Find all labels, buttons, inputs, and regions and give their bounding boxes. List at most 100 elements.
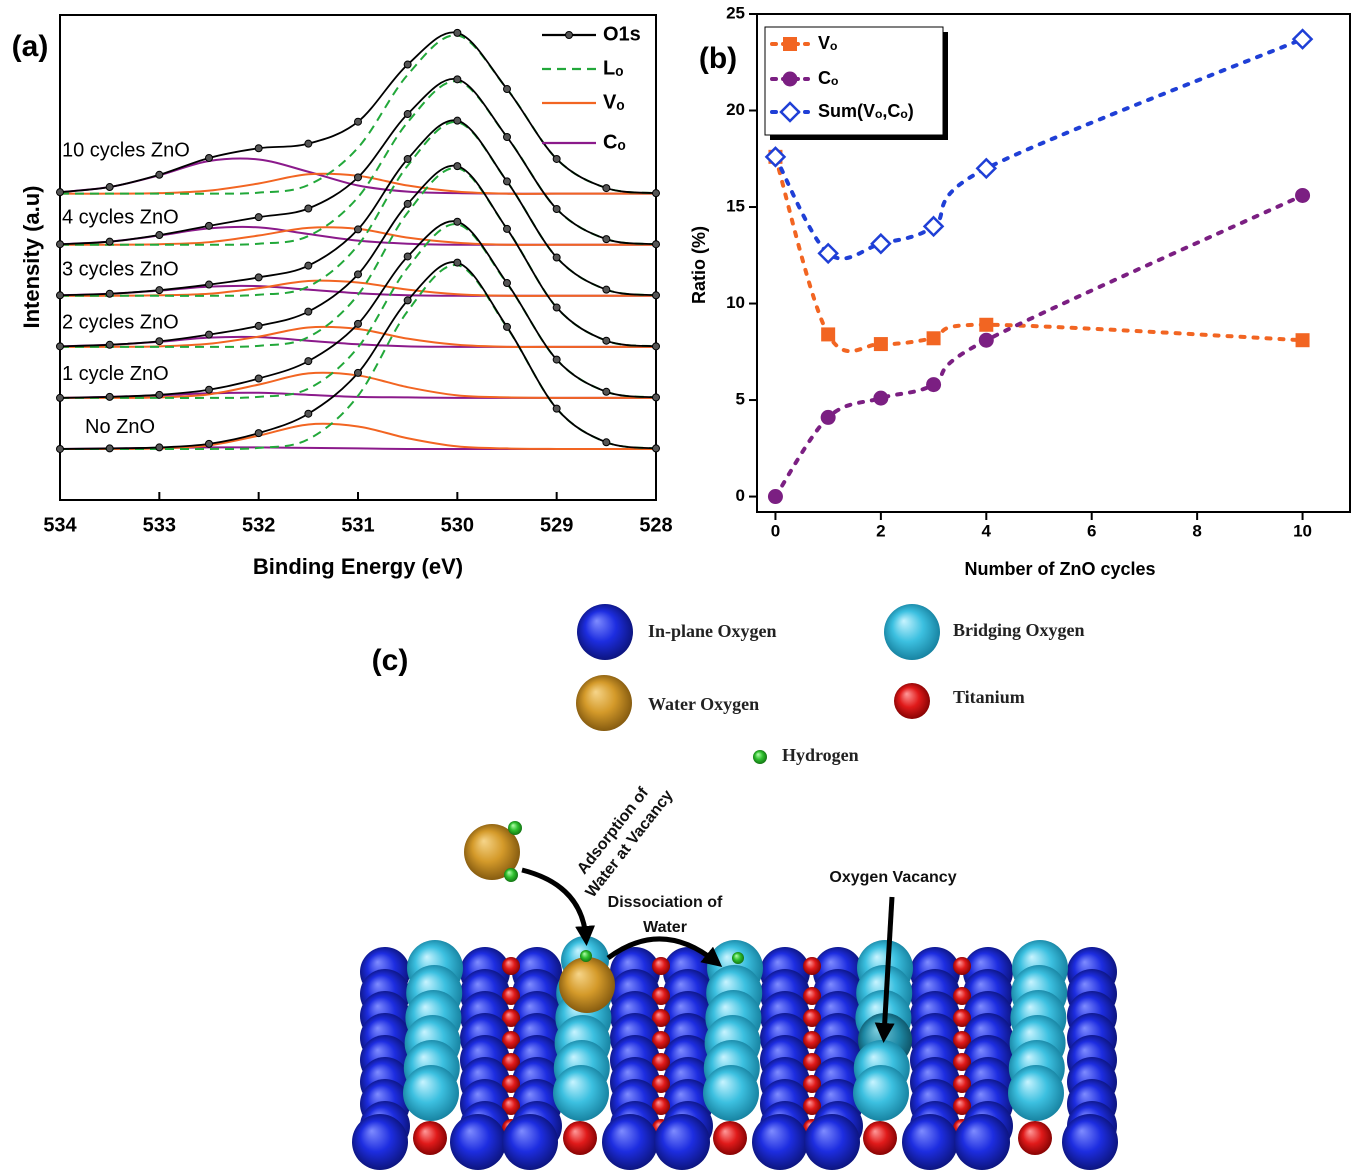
marker <box>105 183 114 192</box>
marker <box>767 489 783 505</box>
atom <box>652 987 670 1005</box>
marker <box>105 444 114 453</box>
marker <box>926 377 942 393</box>
atom <box>1008 1065 1064 1121</box>
series-line <box>773 193 1305 499</box>
marker <box>205 221 213 230</box>
marker <box>652 291 660 300</box>
marker <box>254 213 263 222</box>
marker <box>552 154 561 163</box>
marker <box>1295 187 1311 203</box>
marker <box>503 279 511 288</box>
legend-sphere <box>577 604 633 660</box>
marker <box>978 332 994 348</box>
marker <box>354 319 362 328</box>
hydrogen <box>504 868 518 882</box>
y-tick-label: 5 <box>736 390 745 409</box>
atom <box>953 1031 971 1049</box>
marker <box>552 404 561 413</box>
atom <box>502 1053 520 1071</box>
marker <box>552 355 561 364</box>
marker <box>403 110 412 119</box>
marker <box>552 303 561 312</box>
spectrum-line <box>59 279 656 297</box>
atom <box>559 957 615 1013</box>
marker <box>602 387 611 396</box>
marker <box>105 237 114 246</box>
legend-label: Vₒ <box>603 91 625 113</box>
marker <box>552 253 561 262</box>
marker <box>155 390 164 399</box>
marker <box>254 273 263 282</box>
marker <box>873 337 888 352</box>
marker <box>602 285 611 294</box>
marker <box>155 443 164 452</box>
marker <box>975 157 998 180</box>
x-tick-label: 532 <box>242 514 275 536</box>
marker <box>602 184 611 193</box>
diagram: (c) In-plane Oxygen Bridging Oxygen Wate… <box>352 604 1118 1170</box>
atom <box>1062 1114 1118 1170</box>
plot-frame <box>756 13 1351 513</box>
marker <box>155 286 164 295</box>
atom <box>352 1114 408 1170</box>
atom <box>703 1065 759 1121</box>
atom <box>502 957 520 975</box>
atom <box>752 1114 808 1170</box>
spectrum-line <box>60 34 657 195</box>
marker <box>652 189 660 198</box>
annotation-line: Water <box>643 919 687 936</box>
atom <box>853 1065 909 1121</box>
panel-label: (b) <box>699 42 737 75</box>
x-axis-label: Binding Energy (eV) <box>253 554 463 579</box>
marker <box>254 429 263 438</box>
atom <box>954 1114 1010 1170</box>
marker <box>205 330 213 339</box>
atom <box>602 1114 658 1170</box>
marker <box>602 336 611 345</box>
marker <box>403 296 412 305</box>
marker <box>652 393 660 402</box>
marker <box>56 393 64 402</box>
atom <box>502 987 520 1005</box>
marker <box>304 307 313 316</box>
legend-label: Water Oxygen <box>648 694 759 714</box>
marker <box>205 280 213 289</box>
atom <box>652 957 670 975</box>
atom <box>803 1053 821 1071</box>
marker <box>403 252 412 261</box>
hydrogen <box>508 821 522 835</box>
marker <box>764 146 787 168</box>
annotation: Adsorption of Water at Vacancy <box>574 784 677 901</box>
atom <box>803 957 821 975</box>
marker <box>503 85 511 94</box>
spectrum-line <box>60 223 657 399</box>
atom <box>502 1075 520 1093</box>
y-tick-label: 10 <box>726 293 745 312</box>
legend-sphere <box>894 683 930 719</box>
atom <box>652 1053 670 1071</box>
x-tick-label: 8 <box>1192 521 1201 540</box>
marker <box>56 444 64 453</box>
atom <box>502 1097 520 1115</box>
legend-label: Sum(Vₒ,Cₒ) <box>818 101 914 121</box>
atom <box>502 1009 520 1027</box>
spectrum-label: 10 cycles ZnO <box>62 139 190 161</box>
y-axis-label: Intensity (a.u) <box>19 185 44 328</box>
y-tick-label: 15 <box>726 197 745 216</box>
marker <box>56 342 64 351</box>
y-tick-label: 25 <box>726 3 745 22</box>
marker <box>652 342 660 351</box>
marker <box>56 240 64 249</box>
x-tick-label: 2 <box>876 521 885 540</box>
legend-sphere <box>753 750 767 764</box>
spectrum-label: 1 cycle ZnO <box>62 363 169 385</box>
legend-label: Bridging Oxygen <box>953 620 1085 640</box>
panel-label: (c) <box>372 644 409 677</box>
marker <box>503 177 511 186</box>
atom <box>953 1075 971 1093</box>
marker <box>779 101 801 123</box>
marker <box>155 231 164 240</box>
marker <box>453 258 462 267</box>
